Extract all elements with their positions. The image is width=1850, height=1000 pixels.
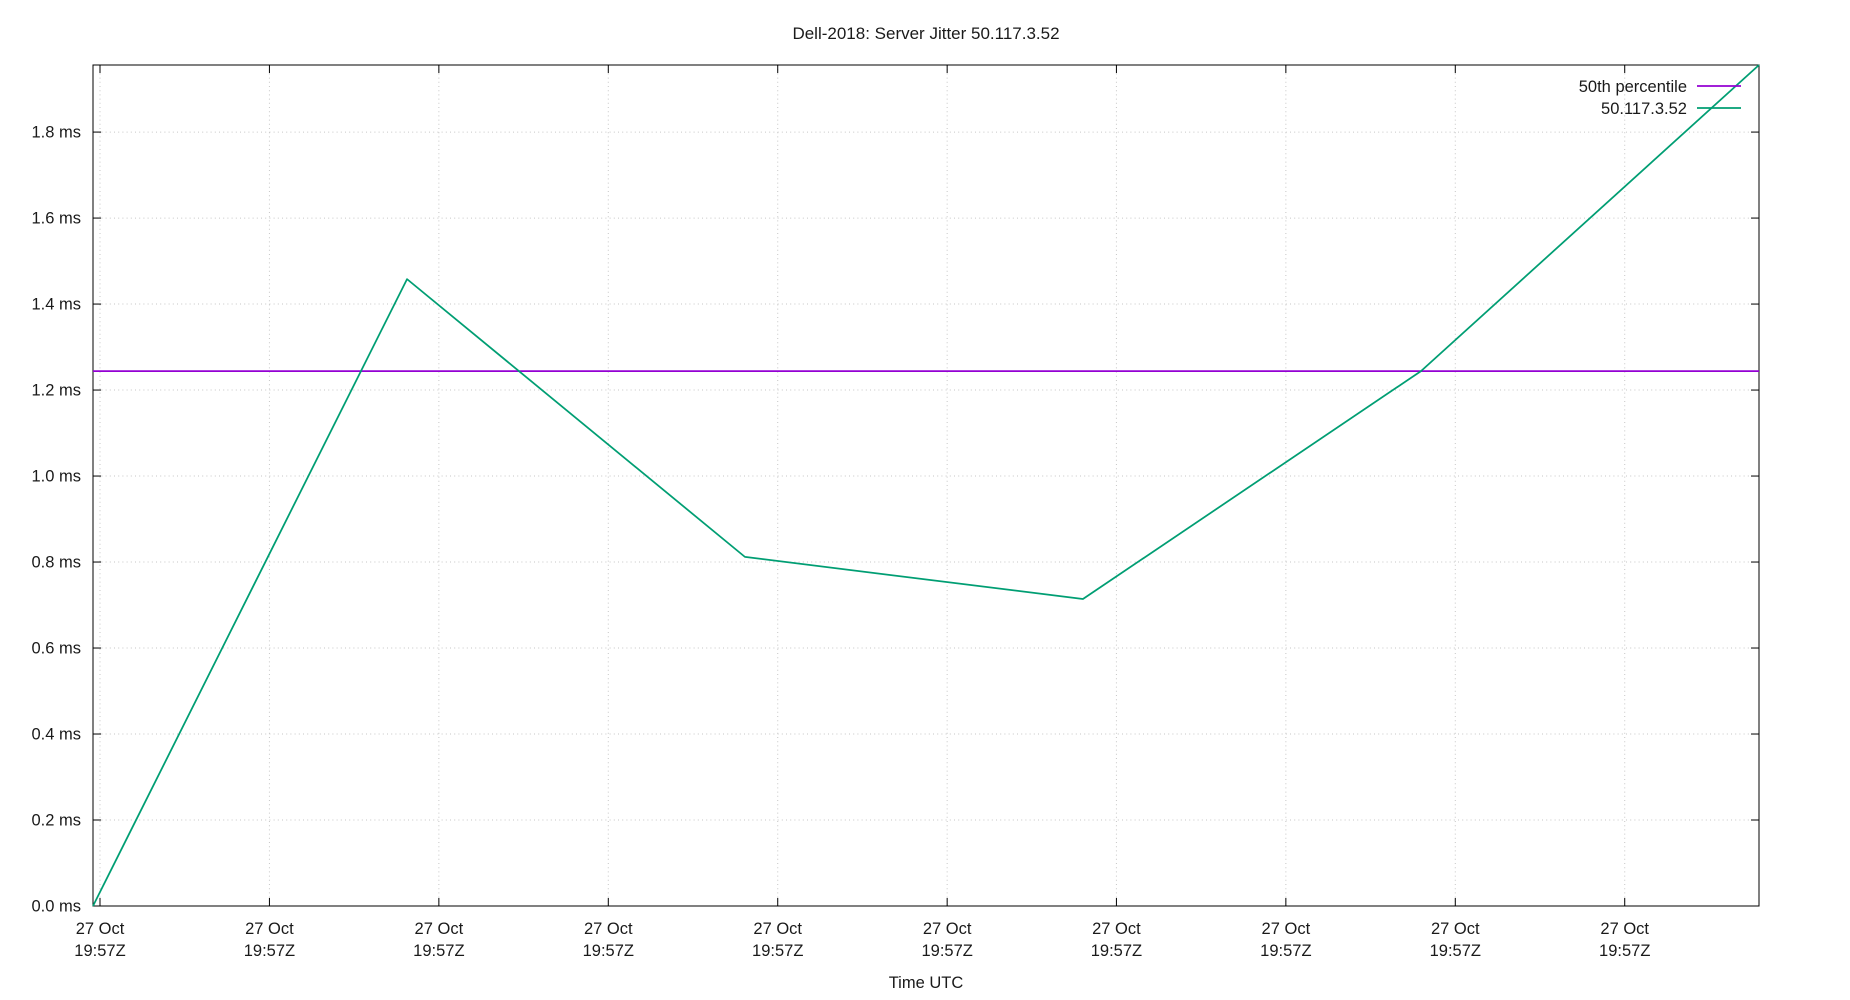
axes xyxy=(92,64,1760,907)
y-tick-label: 1.8 ms xyxy=(31,124,81,142)
x-tick-label-time: 19:57Z xyxy=(74,942,125,960)
legend-label-server: 50.117.3.52 xyxy=(1601,100,1687,118)
x-tick-label-date: 27 Oct xyxy=(923,920,972,938)
y-tick-label: 1.0 ms xyxy=(31,468,81,486)
x-tick-label-date: 27 Oct xyxy=(1600,920,1649,938)
y-tick-label: 1.2 ms xyxy=(31,382,81,400)
x-tick-label-time: 19:57Z xyxy=(1091,942,1142,960)
jitter-series-line xyxy=(92,64,1760,907)
x-tick-label-date: 27 Oct xyxy=(415,920,464,938)
x-tick-label-date: 27 Oct xyxy=(245,920,294,938)
x-tick-label-date: 27 Oct xyxy=(1092,920,1141,938)
legend: 50th percentile 50.117.3.52 xyxy=(1579,78,1741,118)
chart-title: Dell-2018: Server Jitter 50.117.3.52 xyxy=(792,24,1059,43)
x-tick-label-date: 27 Oct xyxy=(584,920,633,938)
axis-labels: 27 Oct 19:57Z 27 Oct 19:57Z 27 Oct 19:57Z 27 O… xyxy=(31,124,1650,960)
gridlines xyxy=(93,65,1759,906)
x-tick-label-time: 19:57Z xyxy=(1260,942,1311,960)
x-tick-label-time: 19:57Z xyxy=(921,942,972,960)
x-tick-label-time: 19:57Z xyxy=(413,942,464,960)
x-tick-label-date: 27 Oct xyxy=(753,920,802,938)
x-tick-label-time: 19:57Z xyxy=(1599,942,1650,960)
x-tick-label-date: 27 Oct xyxy=(76,920,125,938)
series-lines xyxy=(92,64,1760,907)
x-tick-label-time: 19:57Z xyxy=(583,942,634,960)
plot-border xyxy=(92,64,1760,907)
y-tick-label: 0.0 ms xyxy=(31,898,81,916)
x-tick-label-date: 27 Oct xyxy=(1431,920,1480,938)
y-tick-label: 0.6 ms xyxy=(31,640,81,658)
y-tick-label: 0.2 ms xyxy=(31,812,81,830)
x-tick-label-time: 19:57Z xyxy=(1430,942,1481,960)
x-tick-label-time: 19:57Z xyxy=(752,942,803,960)
x-tick-label-date: 27 Oct xyxy=(1262,920,1311,938)
legend-label-percentile: 50th percentile xyxy=(1579,78,1687,96)
x-axis-title: Time UTC xyxy=(889,974,964,992)
y-tick-label: 0.4 ms xyxy=(31,726,81,744)
y-tick-label: 0.8 ms xyxy=(31,554,81,572)
x-tick-label-time: 19:57Z xyxy=(244,942,295,960)
y-tick-label: 1.6 ms xyxy=(31,210,81,228)
y-tick-label: 1.4 ms xyxy=(31,296,81,314)
